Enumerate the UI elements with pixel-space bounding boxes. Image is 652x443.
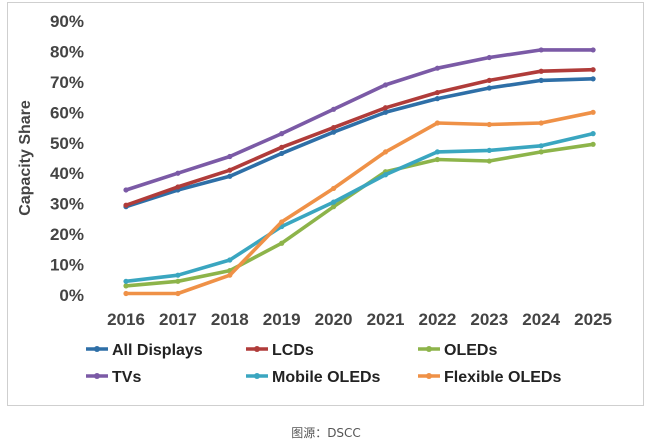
- y-axis-title: Capacity Share: [17, 100, 34, 216]
- data-point: [434, 156, 440, 163]
- y-tick-label: 30%: [50, 195, 84, 214]
- data-point: [538, 143, 544, 149]
- x-tick-label: 2019: [263, 310, 301, 329]
- x-tick-label: 2018: [211, 310, 249, 329]
- legend-marker-oleds: [426, 346, 432, 352]
- legend-marker-lcds: [254, 346, 260, 352]
- data-point: [175, 170, 181, 176]
- x-tick-label: 2023: [470, 310, 508, 329]
- x-tick-label: 2024: [522, 310, 560, 329]
- series-lines: [123, 47, 596, 297]
- legend-marker-flexible-oleds: [426, 373, 432, 379]
- x-tick-label: 2022: [418, 310, 456, 329]
- y-tick-label: 20%: [50, 225, 84, 244]
- data-point: [590, 109, 596, 115]
- data-point: [123, 283, 129, 289]
- series-line-lcds: [124, 67, 595, 207]
- line-chart: 0% 10% 20% 30% 40% 50% 60% 70% 80% 90% 2016 2017 201…: [17, 12, 612, 386]
- y-tick-label: 80%: [50, 42, 84, 61]
- x-tick-label: 2021: [367, 310, 405, 329]
- data-point: [434, 96, 440, 102]
- y-tick-label: 60%: [50, 103, 84, 122]
- legend-label-tvs: TVs: [112, 369, 141, 386]
- y-tick-label: 0%: [59, 286, 84, 305]
- series-line-mobile-oleds: [124, 131, 595, 284]
- y-tick-label: 40%: [50, 164, 84, 183]
- data-point: [538, 47, 544, 53]
- data-point: [434, 149, 440, 155]
- data-point: [227, 257, 233, 263]
- data-point: [175, 290, 181, 297]
- data-point: [331, 185, 337, 192]
- legend-marker-mobile-oleds: [254, 373, 260, 379]
- data-point: [434, 89, 440, 96]
- x-tick-label: 2025: [574, 310, 612, 329]
- data-point: [486, 77, 492, 83]
- data-point: [590, 141, 596, 147]
- series-line-flexible-oleds: [124, 110, 595, 296]
- data-point: [331, 124, 337, 131]
- legend-label-all-displays: All Displays: [112, 342, 203, 359]
- data-point: [227, 272, 233, 278]
- data-point: [279, 144, 285, 150]
- data-point: [486, 54, 492, 61]
- data-point: [279, 150, 285, 157]
- data-point: [486, 85, 492, 91]
- data-point: [279, 219, 285, 225]
- data-point: [590, 47, 596, 53]
- chart-frame: 0% 10% 20% 30% 40% 50% 60% 70% 80% 90% 2016 2017 201…: [7, 2, 644, 406]
- data-point: [486, 158, 492, 164]
- data-point: [175, 184, 181, 190]
- data-point: [590, 76, 596, 82]
- data-point: [382, 105, 389, 111]
- legend-label-oleds: OLEDs: [444, 342, 497, 359]
- data-point: [538, 77, 544, 83]
- data-point: [123, 278, 129, 284]
- data-point: [538, 120, 544, 126]
- data-point: [538, 149, 544, 155]
- y-tick-label: 90%: [50, 12, 84, 31]
- x-tick-label: 2020: [315, 310, 353, 329]
- y-tick-label: 50%: [50, 134, 84, 153]
- data-point: [382, 149, 389, 155]
- legend-marker-tvs: [94, 373, 100, 379]
- data-point: [123, 187, 129, 193]
- data-point: [279, 131, 285, 137]
- data-point: [590, 67, 596, 73]
- data-point: [123, 290, 129, 297]
- y-tick-label: 70%: [50, 73, 84, 92]
- data-point: [434, 65, 440, 71]
- legend-label-lcds: LCDs: [272, 342, 314, 359]
- data-point: [279, 240, 285, 246]
- data-point: [486, 121, 492, 128]
- data-point: [175, 278, 181, 284]
- image-caption: 图源：DSCC: [291, 426, 361, 440]
- legend-marker-all-displays: [94, 346, 100, 352]
- data-point: [331, 204, 337, 210]
- y-tick-label: 10%: [50, 256, 84, 275]
- x-tick-label: 2017: [159, 310, 197, 329]
- x-tick-label: 2016: [107, 310, 145, 329]
- legend: All Displays LCDs OLEDs TVs Mobile OLEDs Flex…: [86, 342, 561, 386]
- data-point: [382, 82, 389, 88]
- data-point: [434, 120, 440, 126]
- data-point: [538, 68, 544, 74]
- legend-label-flexible-oleds: Flexible OLEDs: [444, 369, 561, 386]
- legend-label-mobile-oleds: Mobile OLEDs: [272, 369, 381, 386]
- data-point: [382, 172, 389, 178]
- data-point: [486, 147, 492, 153]
- axes: 0% 10% 20% 30% 40% 50% 60% 70% 80% 90% 2016 2017 201…: [17, 12, 612, 329]
- data-point: [331, 199, 337, 205]
- data-point: [227, 173, 233, 179]
- series-line-tvs: [124, 48, 595, 192]
- data-point: [590, 131, 596, 137]
- data-point: [331, 106, 337, 112]
- data-point: [227, 153, 233, 160]
- data-point: [175, 272, 181, 278]
- series-line-all-displays: [124, 77, 595, 209]
- data-point: [227, 167, 233, 173]
- data-point: [331, 129, 337, 135]
- data-point: [382, 109, 389, 115]
- data-point: [123, 202, 129, 208]
